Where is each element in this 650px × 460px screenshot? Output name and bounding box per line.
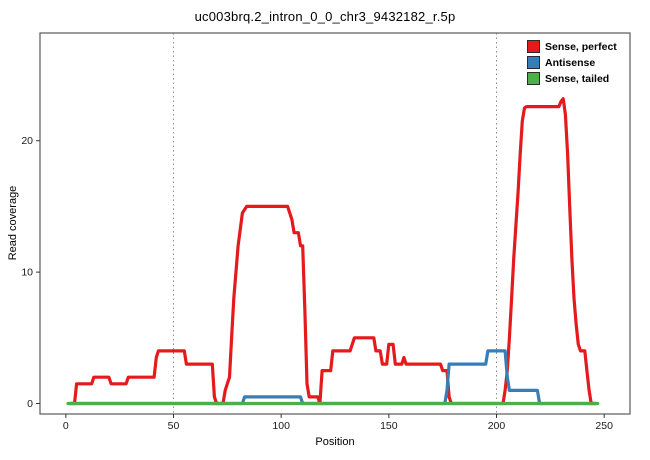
series-line-0 — [68, 97, 598, 406]
legend-swatch-2 — [527, 72, 540, 85]
legend: Sense, perfect Antisense Sense, tailed — [527, 40, 617, 85]
legend-item-2: Sense, tailed — [527, 72, 617, 85]
y-tick-label: 0 — [27, 398, 33, 410]
legend-item-0: Sense, perfect — [527, 40, 617, 53]
chart-title: uc003brq.2_intron_0_0_chr3_9432182_r.5p — [194, 9, 456, 24]
legend-item-1: Antisense — [527, 56, 617, 69]
y-tick-label: 10 — [21, 267, 33, 279]
x-tick-label: 250 — [595, 420, 613, 432]
series-line-1 — [68, 349, 598, 406]
y-tick-label: 20 — [21, 135, 33, 147]
x-tick-label: 150 — [380, 420, 398, 432]
legend-label-2: Sense, tailed — [545, 72, 610, 85]
panel-border — [39, 32, 631, 415]
x-tick-label: 100 — [272, 420, 290, 432]
legend-label-1: Antisense — [545, 56, 596, 69]
x-tick-label: 200 — [488, 420, 506, 432]
x-axis-label: Position — [315, 436, 355, 448]
legend-swatch-0 — [527, 40, 540, 53]
legend-swatch-1 — [527, 56, 540, 69]
x-tick-label: 0 — [63, 420, 69, 432]
x-tick-label: 50 — [168, 420, 180, 432]
y-axis-label: Read coverage — [7, 185, 19, 261]
legend-label-0: Sense, perfect — [545, 40, 617, 53]
